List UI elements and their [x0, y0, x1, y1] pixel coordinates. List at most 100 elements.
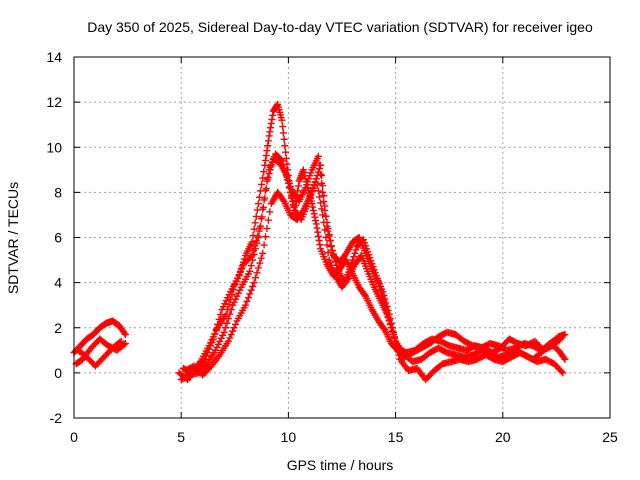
data-point: [258, 180, 266, 188]
data-point: [249, 247, 257, 255]
data-point: [313, 224, 321, 232]
data-point: [220, 328, 228, 336]
data-point: [227, 296, 235, 304]
data-point: [261, 194, 269, 202]
data-point: [279, 123, 287, 131]
data-point: [309, 203, 317, 211]
data-point: [282, 148, 290, 156]
data-point: [248, 238, 256, 246]
data-point: [267, 124, 275, 132]
data-point: [555, 336, 563, 344]
data-point: [314, 187, 322, 195]
data-point: [267, 120, 275, 128]
data-point: [282, 172, 290, 180]
data-point: [228, 291, 236, 299]
data-point: [311, 213, 319, 221]
data-point: [254, 264, 262, 272]
series-trace-c: [74, 337, 125, 370]
data-point: [273, 102, 281, 110]
data-point: [279, 161, 287, 169]
data-point: [227, 331, 235, 339]
data-point: [257, 222, 265, 230]
data-point: [237, 267, 245, 275]
data-point: [324, 249, 332, 257]
data-point: [229, 327, 237, 335]
data-point: [262, 185, 270, 193]
data-point: [561, 331, 569, 339]
data-point: [288, 193, 296, 201]
data-point: [325, 232, 333, 240]
data-point: [121, 340, 129, 348]
axis-ticks: 0 5 10 15 20 25 -2 0 2 4 6 8 10 12 14: [46, 49, 618, 445]
data-point: [235, 271, 243, 279]
y-tick-label: 12: [46, 94, 62, 110]
data-point: [310, 210, 318, 218]
data-point: [294, 182, 302, 190]
data-point: [309, 206, 317, 214]
data-point: [312, 217, 320, 225]
data-point: [252, 237, 260, 245]
data-point: [222, 310, 230, 318]
data-point: [319, 211, 327, 219]
data-point: [321, 202, 329, 210]
x-tick-label: 0: [70, 429, 78, 445]
data-point: [230, 324, 238, 332]
data-point: [557, 367, 565, 375]
data-point: [289, 197, 297, 205]
data-point: [248, 252, 256, 260]
y-tick-label: 2: [54, 320, 62, 336]
data-point: [223, 319, 231, 327]
data-point: [379, 294, 387, 302]
data-point: [378, 290, 386, 298]
data-point: [252, 274, 260, 282]
x-tick-label: 20: [495, 429, 511, 445]
data-point: [384, 312, 392, 320]
data-point: [389, 331, 397, 339]
data-point: [285, 184, 293, 192]
data-point: [251, 242, 259, 250]
data-point: [225, 300, 233, 308]
data-point: [253, 269, 261, 277]
data-point: [265, 132, 273, 140]
data-point: [314, 228, 322, 236]
data-point: [263, 224, 271, 232]
data-point: [258, 213, 266, 221]
data-point: [201, 361, 209, 369]
data-point: [395, 351, 403, 359]
data-point: [278, 116, 286, 124]
chart-title: Day 350 of 2025, Sidereal Day-to-day VTE…: [87, 19, 593, 35]
data-point: [391, 334, 399, 342]
data-point: [247, 286, 255, 294]
data-point: [264, 142, 272, 150]
data-point: [268, 115, 276, 123]
data-point: [242, 301, 250, 309]
y-tick-label: -2: [50, 410, 63, 426]
data-point: [278, 157, 286, 165]
data-point: [315, 237, 323, 245]
data-point: [279, 129, 287, 137]
data-point: [247, 262, 255, 270]
data-point: [323, 222, 331, 230]
data-point: [255, 193, 263, 201]
data-point: [310, 182, 318, 190]
y-tick-label: 0: [54, 365, 62, 381]
data-point: [294, 187, 302, 195]
data-point: [120, 329, 128, 337]
data-point: [282, 155, 290, 163]
y-axis-label: SDTVAR / TECUs: [5, 182, 21, 294]
data-point: [262, 156, 270, 164]
y-tick-label: 8: [54, 184, 62, 200]
data-point: [352, 246, 360, 254]
x-axis-label: GPS time / hours: [287, 457, 394, 473]
data-point: [380, 297, 388, 305]
data-point: [350, 253, 358, 261]
x-tick-label: 5: [177, 429, 185, 445]
data-point: [343, 276, 351, 284]
data-point: [280, 164, 288, 172]
data-point: [246, 267, 254, 275]
data-point: [281, 142, 289, 150]
data-point: [264, 137, 272, 145]
data-point: [380, 325, 388, 333]
data-point: [315, 193, 323, 201]
